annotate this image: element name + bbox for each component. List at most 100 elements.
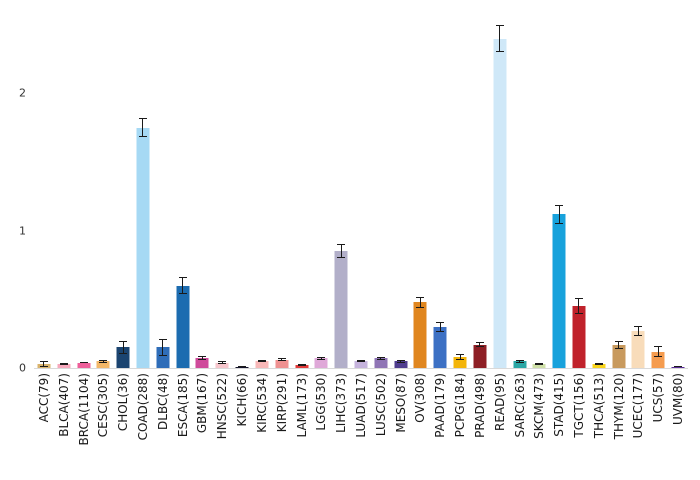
x-tick-label-wrap: LUAD(517) — [351, 373, 371, 438]
x-tick-label-wrap: READ(95) — [490, 373, 510, 431]
bar — [116, 347, 130, 368]
bar-slot: BRCA(1104) — [74, 18, 94, 445]
bar — [295, 365, 309, 368]
bar — [592, 363, 606, 368]
bar — [513, 361, 527, 368]
x-tick-label: KICH(66) — [235, 373, 250, 427]
x-tick-label: ACC(79) — [36, 373, 51, 423]
error-bar-cap-top — [515, 359, 524, 361]
error-bar-line — [261, 360, 263, 363]
error-bar-line — [519, 359, 521, 363]
bar — [255, 361, 269, 368]
error-bar-line — [657, 346, 659, 358]
error-bar-cap-top — [138, 118, 147, 120]
bar — [275, 359, 289, 368]
error-bar-cap-bottom — [158, 354, 167, 356]
error-bar-line — [499, 24, 501, 53]
error-bar-cap-bottom — [654, 356, 663, 358]
error-bar-cap-bottom — [674, 366, 683, 368]
x-tick-label-wrap: PAAD(179) — [430, 373, 450, 438]
bar — [413, 302, 427, 368]
error-bar-cap-bottom — [495, 51, 504, 53]
bar-slot: KIRP(291) — [272, 18, 292, 432]
error-bar — [535, 363, 544, 365]
error-bar — [396, 359, 405, 363]
error-bar-line — [598, 362, 600, 365]
error-bar-cap-bottom — [594, 363, 603, 365]
error-bar-line — [578, 298, 580, 315]
bar — [532, 363, 546, 368]
error-bar — [337, 244, 346, 259]
error-bar-cap-bottom — [614, 347, 623, 349]
error-bar-cap-bottom — [238, 366, 247, 368]
x-tick-label-wrap: KICH(66) — [232, 373, 252, 426]
bar-slot: KIRC(534) — [252, 18, 272, 433]
error-bar — [475, 341, 484, 348]
error-bar — [594, 362, 603, 365]
bar — [671, 366, 685, 368]
x-tick-label: MESO(87) — [393, 373, 408, 433]
error-bar-line — [380, 356, 382, 361]
x-tick-label: DLBC(48) — [155, 373, 170, 430]
error-bar-cap-top — [317, 356, 326, 358]
x-tick-label-wrap: PRAD(498) — [470, 373, 490, 438]
x-tick-label: UCEC(177) — [631, 373, 646, 439]
x-tick-label: READ(95) — [492, 373, 507, 432]
bar-slot: ACC(79) — [34, 18, 54, 422]
y-tick-label: 2 — [19, 86, 26, 100]
bar — [176, 285, 190, 368]
x-tick-label: UCS(57) — [651, 373, 666, 423]
error-bar — [674, 366, 683, 368]
error-bar-cap-top — [396, 359, 405, 361]
bar — [136, 127, 150, 368]
x-tick-label: UVM(80) — [671, 373, 686, 425]
error-bar-cap-bottom — [119, 353, 128, 355]
error-bar — [178, 277, 187, 294]
bar-slot: KICH(66) — [232, 18, 252, 426]
error-bar-cap-top — [634, 326, 643, 328]
error-bar-cap-bottom — [555, 222, 564, 224]
bar-slot: COAD(288) — [133, 18, 153, 440]
error-bar-cap-bottom — [198, 359, 207, 361]
error-bar — [436, 322, 445, 332]
x-tick-label: LUSC(502) — [373, 373, 388, 437]
error-bar-cap-bottom — [277, 360, 286, 362]
y-tick-label: 0 — [19, 361, 26, 375]
x-tick-label-wrap: HNSC(522) — [212, 373, 232, 439]
x-tick-label: HNSC(522) — [215, 373, 230, 440]
error-bar-line — [637, 326, 639, 336]
bar — [156, 347, 170, 368]
x-tick-label-wrap: ACC(79) — [34, 373, 54, 422]
error-bar — [218, 361, 227, 364]
x-tick-label-wrap: BRCA(1104) — [74, 373, 94, 445]
error-bar-line — [360, 360, 362, 363]
error-bar-cap-bottom — [456, 358, 465, 360]
x-tick-label-wrap: CHOL(36) — [113, 373, 133, 431]
x-tick-label-wrap: UVM(80) — [668, 373, 688, 425]
error-bar-cap-bottom — [436, 330, 445, 332]
error-bar — [495, 24, 504, 53]
bar — [334, 251, 348, 368]
error-bar-cap-top — [99, 359, 108, 361]
error-bar-line — [43, 361, 45, 367]
bar — [631, 330, 645, 368]
x-tick-label: PAAD(179) — [433, 373, 448, 438]
x-tick-label: CESC(305) — [96, 373, 111, 438]
error-bar-line — [340, 244, 342, 259]
error-bar-line — [419, 296, 421, 308]
bar-slot: CHOL(36) — [113, 18, 133, 431]
error-bar-cap-bottom — [337, 257, 346, 259]
bar — [453, 357, 467, 368]
bar-slot: TGCT(156) — [569, 18, 589, 438]
x-tick-label: THYM(120) — [611, 373, 626, 440]
x-tick-label-wrap: LIHC(373) — [331, 373, 351, 433]
error-bar-cap-top — [436, 322, 445, 324]
x-tick-label-wrap: ESCA(185) — [173, 373, 193, 437]
error-bar-cap-top — [59, 362, 68, 364]
error-bar-cap-bottom — [317, 359, 326, 361]
error-bar — [356, 360, 365, 363]
error-bar-cap-bottom — [376, 359, 385, 361]
bar-slot: SARC(263) — [510, 18, 530, 437]
error-bar — [238, 366, 247, 368]
error-bar — [614, 340, 623, 349]
